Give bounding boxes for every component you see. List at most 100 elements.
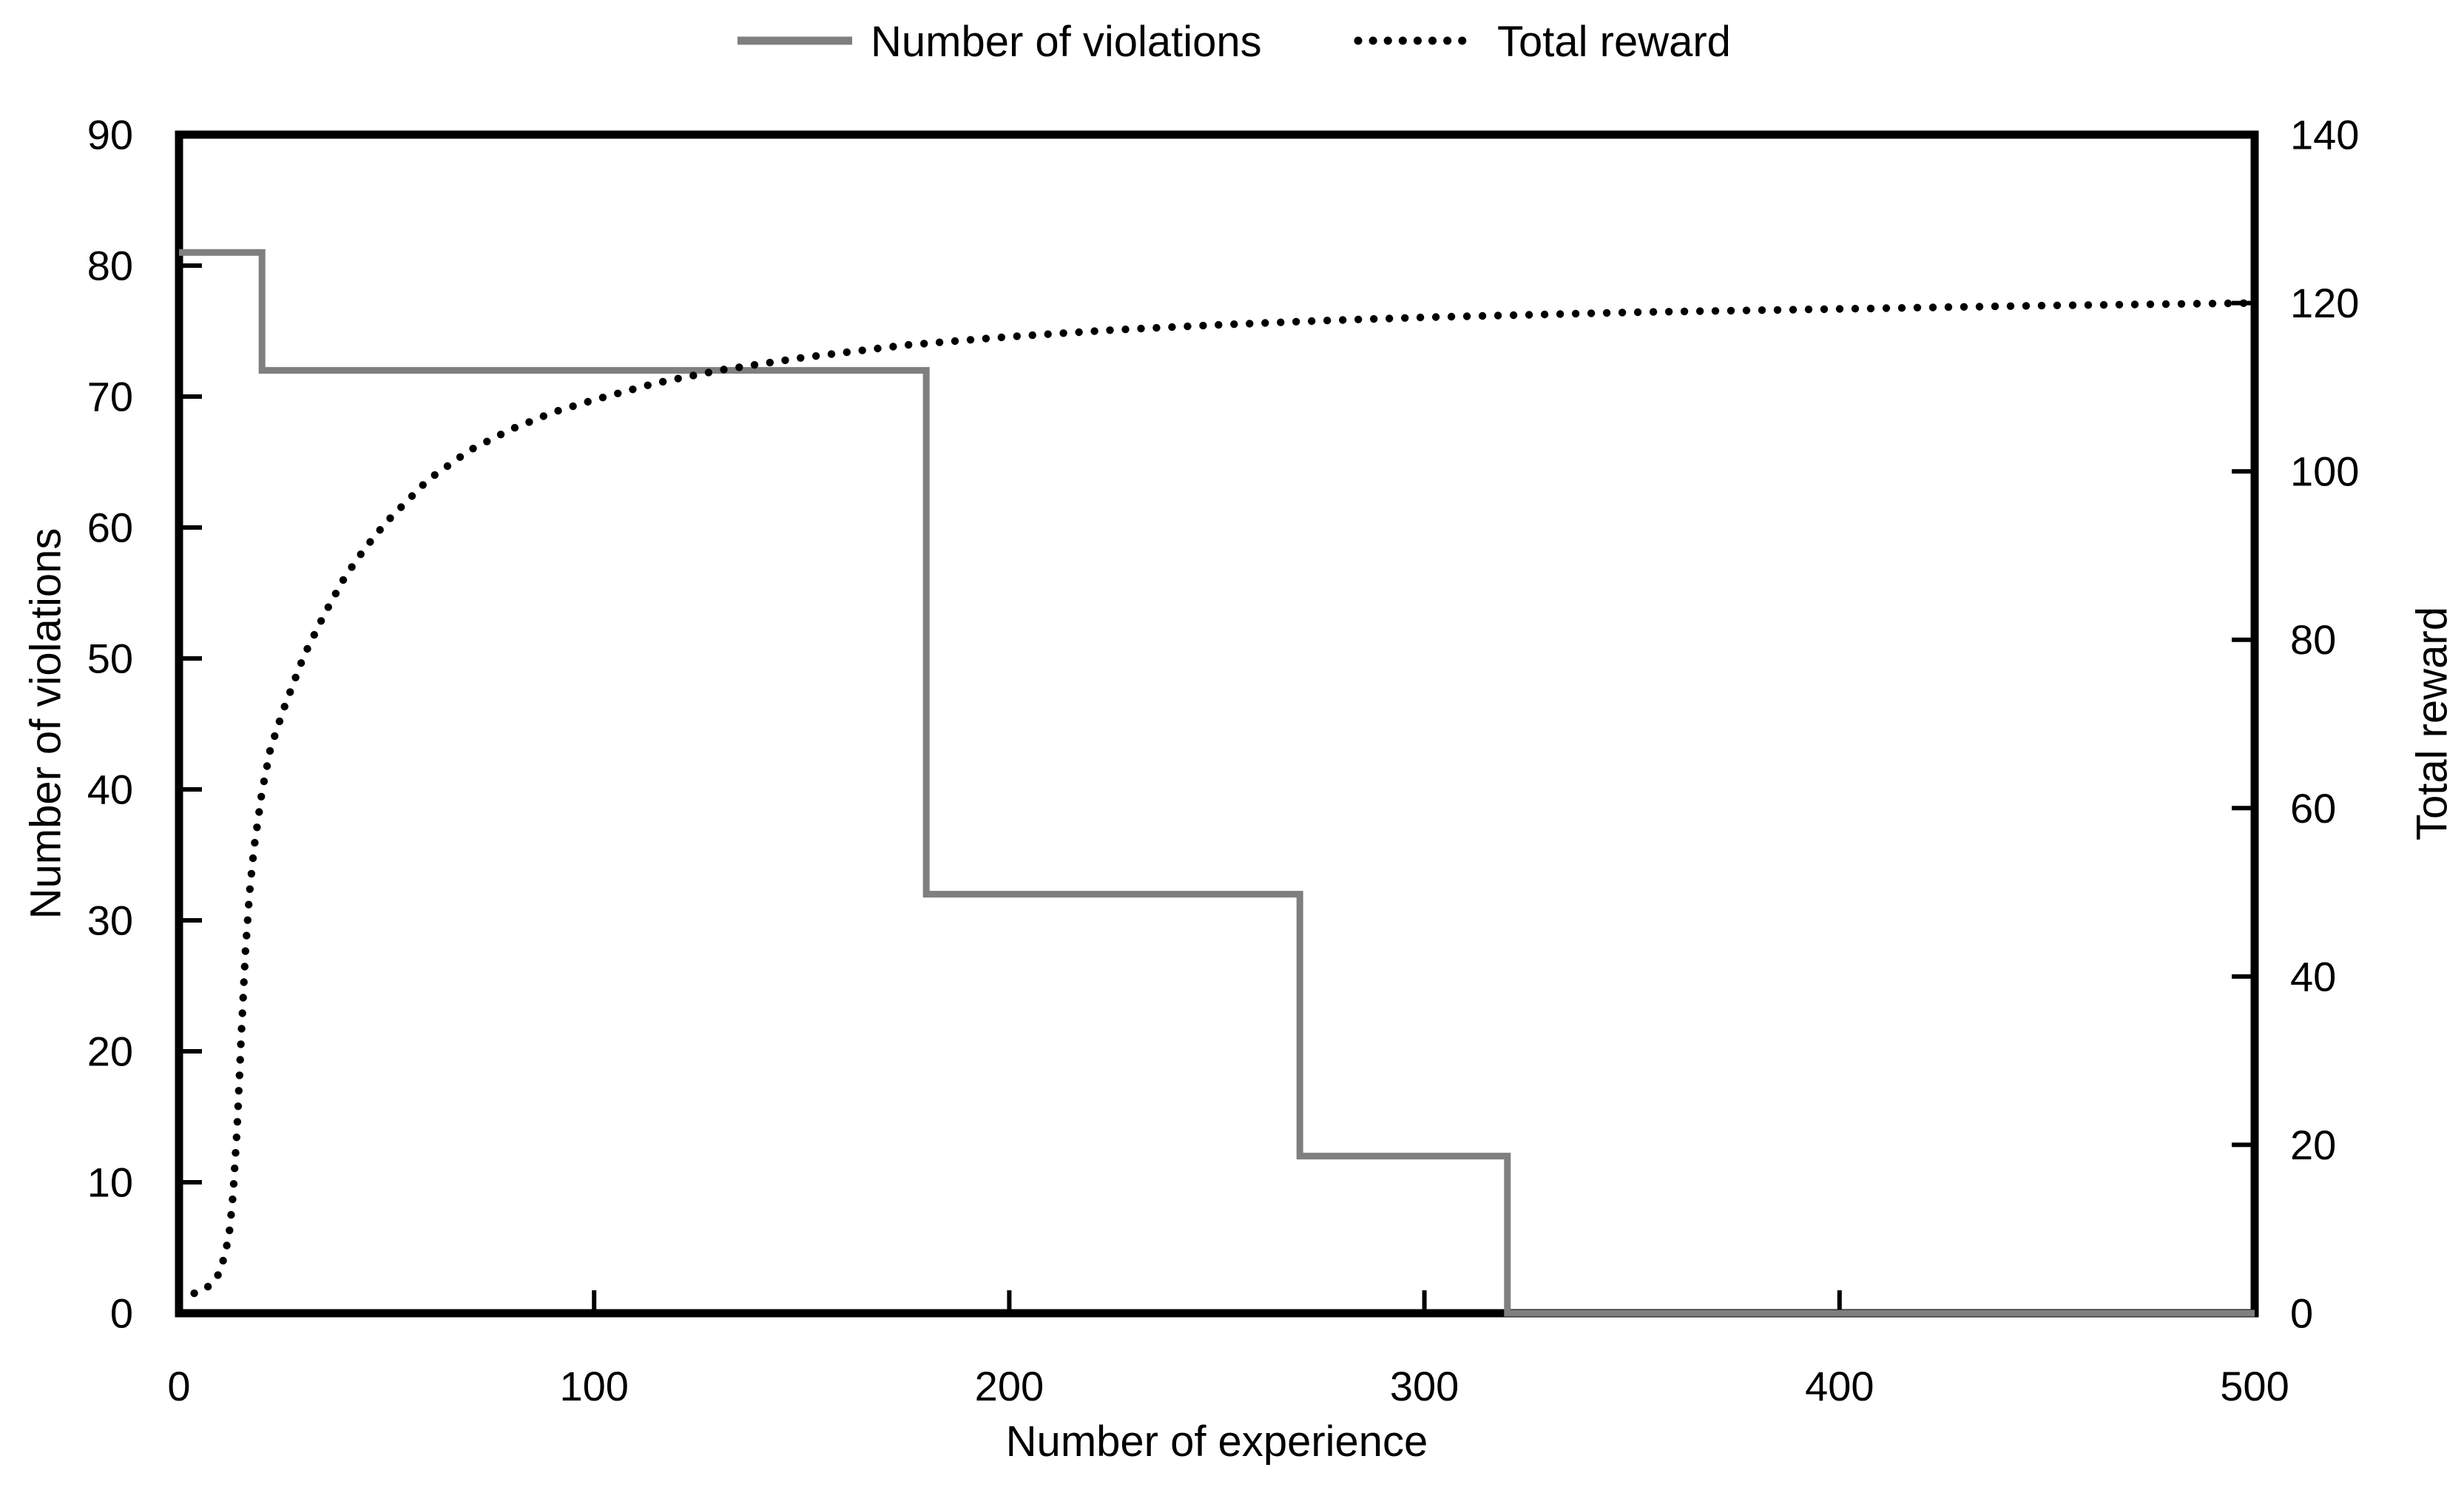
x-axis-tick-label: 200 (975, 1363, 1044, 1409)
reward-dot (443, 462, 452, 471)
reward-dot (229, 1180, 238, 1188)
legend: Number of violations Total reward (737, 18, 1731, 66)
reward-dot (214, 1271, 222, 1279)
reward-dot (539, 412, 547, 420)
reward-dot (456, 453, 465, 461)
reward-dot (858, 346, 866, 354)
y-axis-right-tick-label: 20 (2290, 1122, 2336, 1168)
reward-dot (190, 1289, 198, 1298)
reward-dot (2239, 299, 2248, 307)
reward-dot (231, 1165, 239, 1173)
reward-dot (431, 471, 439, 479)
reward-dot (234, 1102, 243, 1111)
reward-dot (317, 617, 325, 625)
reward-dot (1975, 303, 1984, 311)
reward-dot (1633, 308, 1642, 317)
reward-dot (237, 1040, 245, 1048)
reward-dot (1928, 303, 1937, 311)
reward-dot (245, 900, 253, 909)
reward-dot (874, 344, 882, 353)
reward-dot (1013, 332, 1022, 340)
reward-dot (1292, 317, 1300, 326)
reward-dot (1230, 320, 1238, 328)
reward-dot (1401, 314, 1409, 322)
reward-dot (240, 978, 248, 986)
y-axis-left-tick-label: 90 (87, 112, 133, 158)
reward-dot (2068, 301, 2077, 309)
reward-dot (1820, 305, 1829, 314)
y-axis-left-tick-label: 70 (87, 374, 133, 420)
reward-dot (1960, 303, 1968, 311)
reward-dot (229, 1195, 237, 1204)
reward-dot (241, 947, 249, 955)
reward-dot (766, 358, 774, 367)
reward-dot (2037, 301, 2046, 310)
reward-dot (233, 1118, 242, 1126)
reward-dot (1121, 326, 1130, 334)
reward-dot (1215, 320, 1223, 329)
reward-dot (1742, 306, 1751, 314)
reward-dot (1664, 308, 1673, 316)
y-axis-right-tick-label: 100 (2290, 448, 2359, 495)
reward-dot (397, 503, 405, 511)
reward-dot (235, 1071, 243, 1079)
reward-dot (2177, 300, 2186, 308)
reward-dot (237, 1025, 246, 1033)
reward-dot (554, 407, 562, 415)
reward-dot (1587, 309, 1596, 317)
reward-dot (1199, 321, 1207, 330)
reward-dot (1478, 311, 1487, 320)
reward-dot (2161, 300, 2170, 309)
reward-dot (226, 1226, 234, 1235)
reward-dot (1184, 322, 1192, 331)
reward-dot (419, 481, 427, 489)
reward-dot (271, 732, 279, 741)
reward-dot (303, 644, 311, 653)
y-axis-right-tick-label: 80 (2290, 616, 2336, 663)
x-axis-tick-label: 100 (559, 1363, 628, 1409)
reward-dot (1602, 309, 1611, 317)
y-axis-left-tick-label: 40 (87, 766, 133, 813)
reward-dot (1416, 313, 1425, 322)
reward-dot (920, 340, 928, 348)
y-axis-right-tick-label: 120 (2290, 280, 2359, 326)
plot-border (175, 130, 2259, 1318)
reward-dot (1649, 308, 1658, 316)
reward-dot (386, 514, 394, 522)
reward-dot (246, 885, 254, 894)
legend-violations-label: Number of violations (871, 18, 1262, 66)
reward-dot (232, 1149, 240, 1157)
x-axis-tick-label: 0 (167, 1363, 190, 1409)
y-axis-right-tick-label: 140 (2290, 112, 2359, 158)
reward-dot (2208, 300, 2217, 308)
reward-dot (2006, 302, 2015, 310)
reward-dot (827, 350, 836, 358)
x-axis-tick-label: 400 (1805, 1363, 1874, 1409)
reward-dot (483, 437, 491, 445)
reward-dot (935, 338, 944, 346)
reward-dot (243, 916, 252, 924)
reward-dot (1462, 312, 1471, 320)
reward-dot (889, 343, 897, 351)
reward-dot (843, 348, 851, 357)
reward-dot (234, 1087, 243, 1095)
violations-line (179, 249, 2255, 1317)
reward-dot (286, 688, 294, 696)
reward-dot (1447, 312, 1456, 321)
reward-dot (735, 363, 743, 371)
reward-dot (569, 402, 577, 411)
reward-dot (1835, 305, 1844, 313)
reward-dot (247, 869, 256, 878)
reward-dot (1339, 316, 1347, 324)
x-axis-title: Number of experience (1006, 1418, 1428, 1466)
reward-dot (720, 365, 728, 374)
reward-dot (260, 777, 269, 786)
reward-dot (236, 1056, 244, 1064)
reward-dot (614, 389, 622, 397)
reward-dot (1308, 317, 1316, 326)
reward-dot (674, 374, 682, 382)
reward-dot (750, 361, 759, 369)
reward-dot (240, 963, 249, 971)
reward-dot (982, 334, 990, 343)
